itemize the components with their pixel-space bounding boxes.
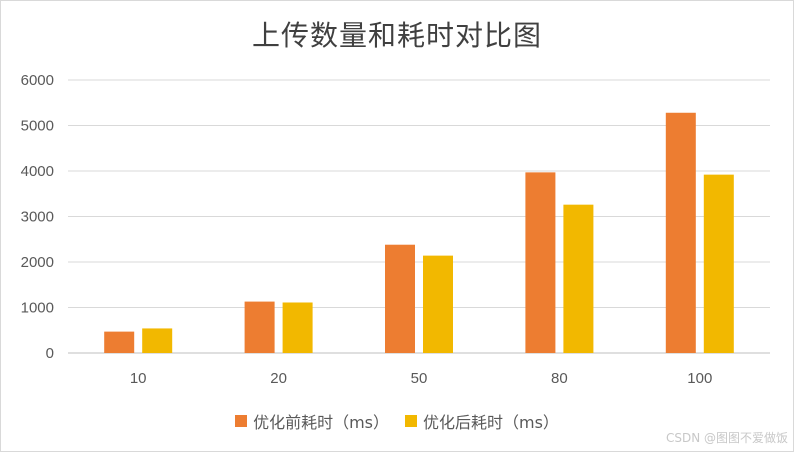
y-tick-label: 2000 bbox=[21, 254, 54, 271]
bar-before-50 bbox=[385, 244, 415, 353]
bar-after-10 bbox=[142, 328, 173, 353]
bar-before-20 bbox=[244, 301, 275, 353]
bar-after-50 bbox=[423, 255, 453, 353]
watermark: CSDN @图图不爱做饭 bbox=[665, 431, 788, 445]
bar-after-20 bbox=[282, 302, 313, 353]
x-tick-label: 10 bbox=[130, 370, 147, 387]
x-tick-label: 100 bbox=[687, 370, 712, 387]
chart-title: 上传数量和耗时对比图 bbox=[251, 19, 542, 52]
legend-swatch-before bbox=[235, 415, 248, 427]
legend-swatch-after bbox=[405, 415, 417, 427]
bar-before-100 bbox=[665, 112, 696, 353]
x-tick-label: 50 bbox=[411, 370, 428, 387]
x-tick-label: 80 bbox=[551, 370, 568, 387]
bar-after-80 bbox=[563, 204, 594, 353]
y-tick-label: 0 bbox=[46, 345, 54, 362]
bar-before-10 bbox=[104, 331, 135, 353]
x-tick-label: 20 bbox=[270, 370, 287, 387]
legend-label-before: 优化前耗时（ms） bbox=[253, 413, 389, 432]
bar-after-100 bbox=[703, 174, 734, 353]
y-tick-label: 1000 bbox=[21, 300, 54, 317]
chart-legend: 优化前耗时（ms） 优化后耗时（ms） bbox=[0, 409, 794, 433]
y-tick-label: 6000 bbox=[21, 72, 54, 89]
y-tick-label: 5000 bbox=[21, 118, 54, 135]
legend-item-before: 优化前耗时（ms） bbox=[235, 409, 389, 433]
bar-before-80 bbox=[525, 172, 556, 353]
y-tick-label: 4000 bbox=[21, 163, 54, 180]
legend-label-after: 优化后耗时（ms） bbox=[423, 413, 559, 432]
y-tick-label: 3000 bbox=[21, 209, 54, 226]
legend-item-after: 优化后耗时（ms） bbox=[405, 409, 559, 433]
